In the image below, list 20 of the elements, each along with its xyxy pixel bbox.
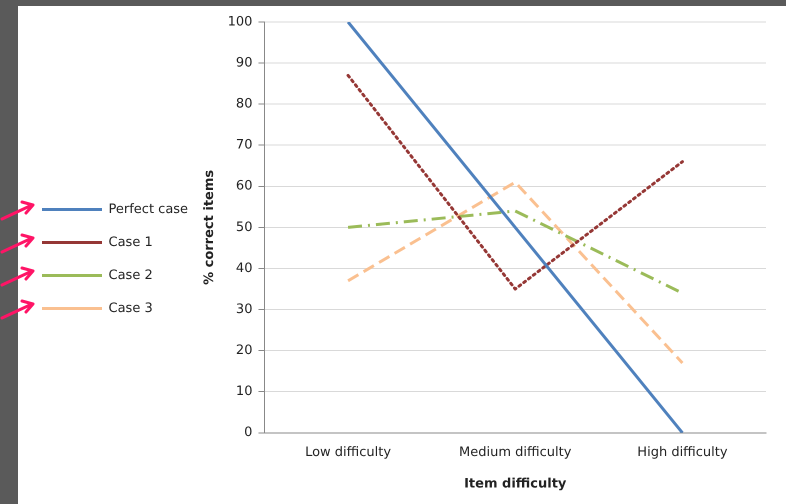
y-tick-label: 90 <box>236 55 252 70</box>
y-tick-label: 80 <box>236 96 252 112</box>
y-tick-label: 40 <box>236 260 252 276</box>
legend-label: Case 3 <box>108 300 153 316</box>
y-tick-label: 10 <box>236 384 252 400</box>
y-tick-label: 0 <box>244 425 252 440</box>
y-axis-title: % correct items <box>202 170 218 285</box>
legend-label: Case 1 <box>108 234 153 250</box>
y-tick-label: 20 <box>236 343 252 358</box>
legend-label: Perfect case <box>108 202 188 217</box>
y-tick-label: 70 <box>236 138 252 153</box>
x-axis-title: Item difficulty <box>464 476 567 492</box>
y-tick-label: 50 <box>236 220 252 235</box>
x-tick-label: Low difficulty <box>305 444 392 460</box>
x-tick-label: Medium difficulty <box>459 444 572 460</box>
y-tick-label: 30 <box>236 302 252 317</box>
legend-label: Case 2 <box>108 268 153 283</box>
x-tick-label: High difficulty <box>637 444 728 460</box>
y-tick-label: 100 <box>228 14 252 30</box>
y-tick-label: 60 <box>236 178 252 194</box>
